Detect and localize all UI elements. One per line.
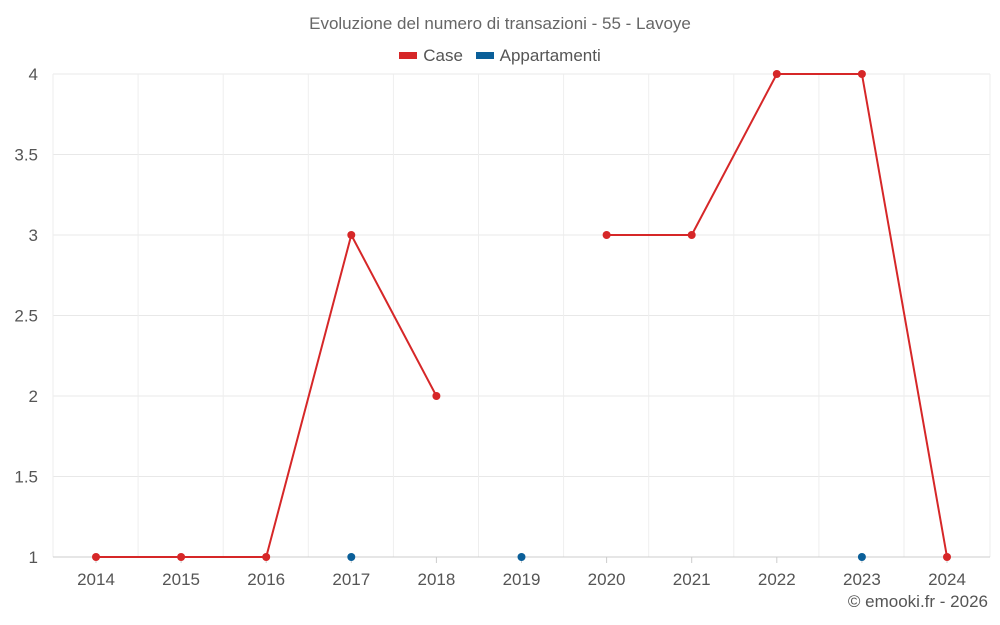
data-point-case xyxy=(602,231,611,239)
y-tick-label: 1.5 xyxy=(14,468,38,487)
data-point-case xyxy=(687,231,696,239)
legend-swatch-case xyxy=(399,52,418,59)
x-tick-label: 2019 xyxy=(503,570,541,589)
legend-label-case: Case xyxy=(423,45,463,65)
x-tick-label: 2015 xyxy=(162,570,200,589)
y-tick-label: 3.5 xyxy=(14,146,38,165)
legend-item-case[interactable]: Case xyxy=(399,46,463,66)
y-tick-label: 4 xyxy=(29,65,38,84)
y-tick-label: 2.5 xyxy=(14,307,38,326)
x-tick-label: 2016 xyxy=(247,570,285,589)
data-point-appartamenti xyxy=(517,553,526,561)
y-tick-label: 3 xyxy=(29,226,38,245)
y-tick-label: 2 xyxy=(29,387,38,406)
data-point-case xyxy=(177,553,186,561)
data-point-appartamenti xyxy=(347,553,356,561)
data-point-case xyxy=(772,70,781,78)
x-tick-label: 2021 xyxy=(673,570,711,589)
y-tick-label: 1 xyxy=(29,548,38,567)
legend: Case Appartamenti xyxy=(0,44,1000,66)
legend-label-appartamenti: Appartamenti xyxy=(499,45,601,65)
legend-swatch-appartamenti xyxy=(475,52,494,59)
x-tick-label: 2024 xyxy=(928,570,966,589)
footer-credit: © emooki.fr - 2026 xyxy=(847,592,988,611)
chart-title: Evoluzione del numero di transazioni - 5… xyxy=(309,14,691,33)
legend-item-appartamenti[interactable]: Appartamenti xyxy=(475,45,601,66)
x-tick-label: 2014 xyxy=(77,570,115,589)
x-tick-label: 2023 xyxy=(843,570,881,589)
data-point-case xyxy=(262,553,271,561)
data-point-case xyxy=(432,392,441,400)
x-tick-label: 2020 xyxy=(588,570,626,589)
data-point-case xyxy=(943,553,951,561)
data-point-case xyxy=(857,70,866,78)
x-tick-label: 2018 xyxy=(417,570,455,589)
data-point-appartamenti xyxy=(857,553,866,561)
data-point-case xyxy=(347,231,356,239)
data-point-case xyxy=(92,553,100,561)
x-tick-label: 2017 xyxy=(332,570,370,589)
x-tick-label: 2022 xyxy=(758,570,796,589)
